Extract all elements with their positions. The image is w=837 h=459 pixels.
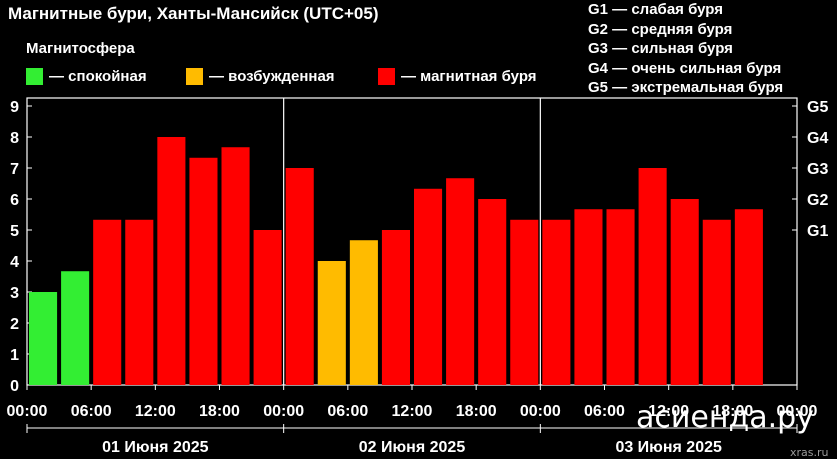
kp-bar — [638, 168, 667, 385]
kp-bar — [157, 137, 186, 385]
x-tick-label: 12:00 — [648, 403, 689, 420]
kp-bar — [670, 199, 699, 385]
y-tick-label: 1 — [10, 347, 19, 364]
kp-bar — [606, 209, 635, 385]
g-tick-label: G1 — [807, 223, 828, 240]
kp-bar — [221, 147, 250, 385]
legend-swatch-storm — [378, 68, 395, 85]
watermark-brand: асиенда.ру — [636, 400, 814, 435]
kp-bar — [29, 292, 58, 385]
legend: — спокойная — возбужденная — магнитная б… — [0, 68, 837, 88]
legend-label-excited: — возбужденная — [209, 68, 335, 85]
y-tick-label: 3 — [10, 285, 19, 302]
kp-bar — [381, 230, 410, 385]
kp-bar — [446, 178, 475, 385]
kp-bar — [349, 240, 378, 385]
kp-bar — [510, 219, 539, 385]
legend-item-excited: — возбужденная — [186, 68, 335, 85]
g-level-g1: G1 — слабая буря — [588, 1, 724, 18]
legend-swatch-calm — [26, 68, 43, 85]
x-tick-label: 18:00 — [712, 403, 753, 420]
legend-label-calm: — спокойная — [49, 68, 147, 85]
y-tick-label: 9 — [10, 99, 19, 116]
x-tick-label: 00:00 — [7, 403, 48, 420]
y-tick-label: 8 — [10, 130, 19, 147]
chart-title: Магнитные бури, Ханты-Мансийск (UTC+05) — [8, 4, 379, 23]
g-level-g5: G5 — экстремальная буря — [588, 79, 784, 96]
y-tick-label: 7 — [10, 161, 19, 178]
day-label: 02 Июня 2025 — [359, 439, 466, 456]
kp-bar — [542, 219, 571, 385]
x-tick-label: 18:00 — [199, 403, 240, 420]
kp-bar — [317, 261, 346, 385]
g-tick-label: G4 — [807, 130, 828, 147]
y-tick-label: 0 — [10, 378, 19, 395]
kp-bar — [61, 271, 90, 385]
y-tick-label: 6 — [10, 192, 19, 209]
kp-bar — [285, 168, 314, 385]
y-tick-label: 4 — [10, 254, 19, 271]
x-tick-label: 00:00 — [263, 403, 304, 420]
g-level-g3: G3 — сильная буря — [588, 40, 733, 57]
kp-bar — [414, 188, 443, 385]
x-tick-label: 06:00 — [327, 403, 368, 420]
y-tick-label: 2 — [10, 316, 19, 333]
x-tick-label: 06:00 — [71, 403, 112, 420]
legend-title: Магнитосфера — [26, 40, 135, 57]
x-tick-label: 18:00 — [456, 403, 497, 420]
g-scale-legend: G1 — слабая буря G2 — средняя буря G3 — … — [588, 0, 783, 98]
x-tick-label: 12:00 — [135, 403, 176, 420]
day-label: 01 Июня 2025 — [102, 439, 209, 456]
day-label: 03 Июня 2025 — [615, 439, 722, 456]
g-tick-label: G5 — [807, 99, 828, 116]
x-tick-label: 00:00 — [777, 403, 818, 420]
kp-bar — [574, 209, 603, 385]
kp-bar — [189, 157, 218, 385]
legend-swatch-excited — [186, 68, 203, 85]
legend-item-calm: — спокойная — [26, 68, 147, 85]
x-tick-label: 12:00 — [392, 403, 433, 420]
y-tick-label: 5 — [10, 223, 19, 240]
legend-item-storm: — магнитная буря — [378, 68, 537, 85]
kp-bar — [253, 230, 282, 385]
kp-bar — [478, 199, 507, 385]
g-level-g2: G2 — средняя буря — [588, 20, 733, 38]
g-level-g4: G4 — очень сильная буря — [588, 59, 782, 77]
kp-bar — [93, 219, 122, 385]
g-tick-label: G3 — [807, 161, 828, 178]
kp-bar — [702, 219, 731, 385]
kp-bar — [734, 209, 763, 385]
x-tick-label: 06:00 — [584, 403, 625, 420]
g-tick-label: G2 — [807, 192, 828, 209]
kp-bar — [125, 219, 154, 385]
x-tick-label: 00:00 — [520, 403, 561, 420]
legend-label-storm: — магнитная буря — [401, 68, 537, 85]
watermark-source: xras.ru — [790, 446, 829, 459]
